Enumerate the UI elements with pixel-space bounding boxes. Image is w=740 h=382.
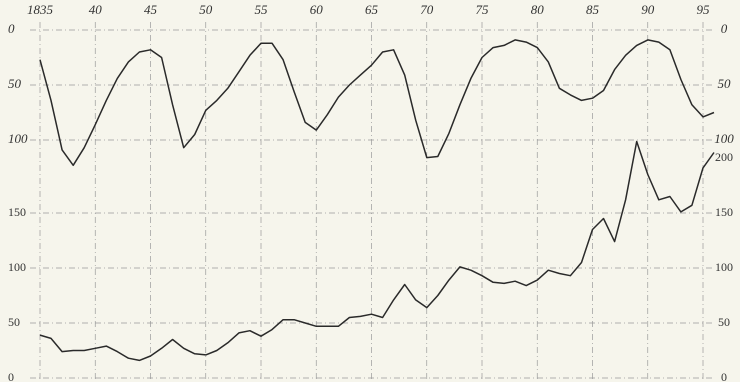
x-tick-label: 75: [476, 2, 490, 17]
y2-tick-label: 200: [715, 150, 733, 164]
x-tick-label: 90: [641, 2, 655, 17]
y2-tick-label: 50: [718, 315, 730, 329]
x-tick-label: 50: [199, 2, 213, 17]
x-tick-label: 60: [310, 2, 324, 17]
x-tick-label: 80: [531, 2, 545, 17]
x-tick-label: 55: [255, 2, 269, 17]
x-tick-label: 1835: [27, 2, 54, 17]
y2-tick-label: 0: [721, 21, 728, 36]
x-tick-label: 85: [586, 2, 600, 17]
y-tick-label: 150: [8, 205, 26, 219]
x-tick-label: 70: [420, 2, 434, 17]
x-tick-label: 40: [89, 2, 103, 17]
y-tick-label: 0: [8, 370, 14, 382]
y2-tick-label: 50: [718, 76, 732, 91]
y2-tick-label: 100: [714, 131, 734, 146]
data-line: [39, 140, 715, 362]
y-tick-label: 100: [8, 260, 26, 274]
y2-tick-label: 150: [715, 205, 733, 219]
y-tick-label: 50: [8, 76, 22, 91]
x-tick-label: 95: [697, 2, 711, 17]
y2-tick-label: 100: [715, 260, 733, 274]
y-tick-label: 50: [8, 315, 20, 329]
y2-tick-label: 0: [721, 370, 727, 382]
y-tick-label: 100: [8, 131, 28, 146]
x-tick-label: 45: [144, 2, 158, 17]
data-line: [39, 39, 715, 167]
x-tick-label: 65: [365, 2, 379, 17]
y-tick-label: 0: [8, 21, 15, 36]
